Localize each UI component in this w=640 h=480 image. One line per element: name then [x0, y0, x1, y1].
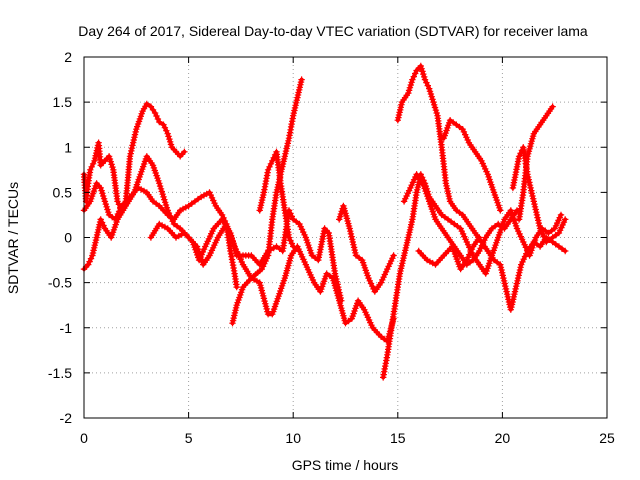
- y-tick-label: 1: [64, 139, 72, 155]
- x-tick-label: 5: [185, 430, 193, 446]
- y-tick-label: -1: [60, 320, 73, 336]
- x-tick-labels: 0 5 10 15 20 25: [80, 430, 615, 446]
- x-tick-label: 10: [285, 430, 301, 446]
- y-tick-label: 0: [64, 230, 72, 246]
- series-markers: [336, 202, 397, 295]
- series-markers: [400, 171, 521, 268]
- series-markers: [509, 144, 569, 246]
- series-track: [509, 144, 569, 246]
- series-markers: [394, 62, 569, 313]
- x-tick-label: 15: [390, 430, 406, 446]
- series-track: [336, 202, 397, 295]
- series-markers: [440, 117, 504, 214]
- x-axis-label: GPS time / hours: [292, 457, 399, 473]
- series-track: [415, 234, 483, 273]
- y-tick-label: -0.5: [48, 275, 72, 291]
- x-tick-label: 25: [599, 430, 615, 446]
- series-track: [394, 62, 569, 313]
- series-layer: [80, 62, 569, 381]
- series-markers: [229, 76, 305, 327]
- series-track: [229, 76, 305, 327]
- y-tick-label: 2: [64, 49, 72, 65]
- x-tick-label: 0: [80, 430, 88, 446]
- y-tick-label: 0.5: [53, 184, 73, 200]
- series-track: [256, 148, 297, 250]
- series-track: [400, 171, 521, 268]
- series-markers: [415, 234, 483, 273]
- x-tick-label: 20: [495, 430, 511, 446]
- series-markers: [256, 148, 297, 250]
- tick-marks: [83, 56, 608, 419]
- y-tick-label: 1.5: [53, 94, 73, 110]
- series-track: [440, 117, 504, 214]
- y-tick-label: -2: [60, 410, 73, 426]
- y-axis-label: SDTVAR / TECUs: [5, 182, 21, 294]
- series-track: [147, 207, 345, 304]
- y-tick-label: -1.5: [48, 365, 72, 381]
- series-markers: [147, 207, 345, 304]
- chart-title: Day 264 of 2017, Sidereal Day-to-day VTE…: [78, 23, 588, 39]
- y-tick-labels: -2 -1.5 -1 -0.5 0 0.5 1 1.5 2: [48, 49, 72, 426]
